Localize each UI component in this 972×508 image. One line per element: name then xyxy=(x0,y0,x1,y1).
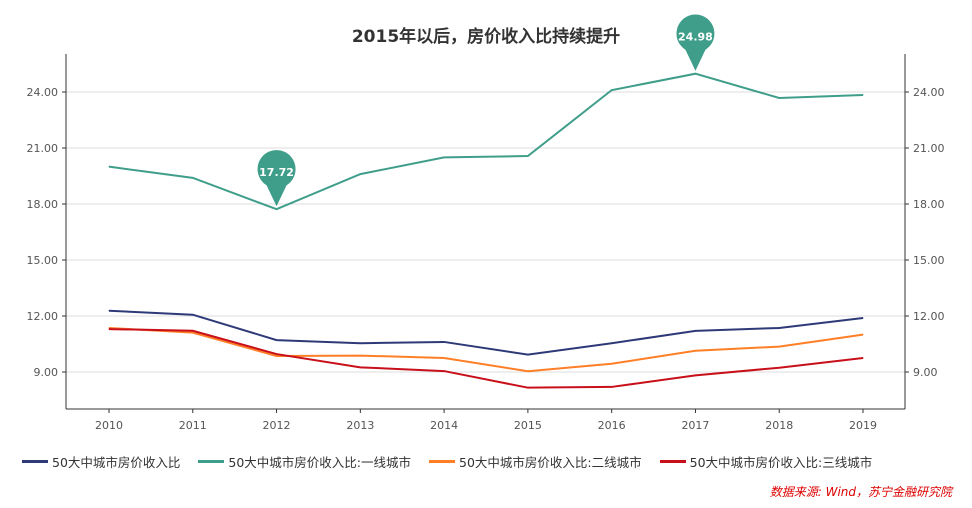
legend-label: 50大中城市房价收入比:二线城市 xyxy=(459,455,642,470)
data-point xyxy=(862,317,864,319)
x-tick-label: 2010 xyxy=(95,419,123,432)
chart-title: 2015年以后，房价收入比持续提升 xyxy=(351,27,621,47)
series-line-3 xyxy=(108,328,864,389)
data-point xyxy=(611,89,613,91)
data-point xyxy=(192,330,194,332)
source-note: 数据来源: Wind，苏宁金融研究院 xyxy=(769,485,952,499)
data-point xyxy=(359,342,361,344)
x-tick-label: 2012 xyxy=(263,419,291,432)
data-point xyxy=(359,355,361,357)
data-point xyxy=(611,386,613,388)
pin-marker xyxy=(257,150,296,207)
x-tick-label: 2016 xyxy=(598,419,626,432)
data-point xyxy=(359,366,361,368)
legend-item[interactable]: 50大中城市房价收入比:二线城市 xyxy=(429,452,642,471)
pin-label: 24.98 xyxy=(678,31,713,44)
legend-swatch xyxy=(22,460,48,463)
y-tick-label: 18.00 xyxy=(27,198,59,211)
data-point xyxy=(527,155,529,157)
data-point xyxy=(276,208,278,210)
data-point xyxy=(778,346,780,348)
data-point xyxy=(443,370,445,372)
data-point xyxy=(108,328,110,330)
series-line-0 xyxy=(108,309,864,356)
data-point xyxy=(862,94,864,96)
y-tick-label: 12.00 xyxy=(27,310,59,323)
y-tick-label: 9.00 xyxy=(34,366,59,379)
series-line-2 xyxy=(108,326,864,373)
data-point xyxy=(527,354,529,356)
pin-label: 17.72 xyxy=(259,166,294,179)
data-point xyxy=(443,357,445,359)
data-point xyxy=(527,387,529,389)
series-line-1 xyxy=(108,72,864,211)
x-tick-label: 2018 xyxy=(765,419,793,432)
data-point xyxy=(862,334,864,336)
data-point xyxy=(276,353,278,355)
y-tick-label-right: 24.00 xyxy=(913,86,945,99)
legend-swatch xyxy=(429,460,456,463)
y-tick-label-right: 12.00 xyxy=(913,310,945,323)
y-tick-label: 21.00 xyxy=(27,142,59,155)
data-point xyxy=(694,330,696,332)
legend-label: 50大中城市房价收入比:一线城市 xyxy=(228,455,412,470)
annotation-pin: 17.72 xyxy=(257,150,296,207)
legend-item[interactable]: 50大中城市房价收入比 xyxy=(22,452,180,471)
data-point xyxy=(108,310,110,312)
data-point xyxy=(778,367,780,369)
x-tick-label: 2019 xyxy=(849,419,877,432)
legend-label: 50大中城市房价收入比 xyxy=(52,455,181,470)
legend-item[interactable]: 50大中城市房价收入比:三线城市 xyxy=(659,452,873,471)
pin-marker xyxy=(676,14,715,71)
y-tick-label: 15.00 xyxy=(27,254,59,267)
y-tick-label-right: 18.00 xyxy=(913,198,945,211)
data-point xyxy=(192,332,194,334)
legend-swatch xyxy=(659,460,686,463)
data-point xyxy=(694,350,696,352)
data-point xyxy=(443,341,445,343)
data-point xyxy=(694,374,696,376)
data-point xyxy=(276,339,278,341)
data-point xyxy=(611,342,613,344)
legend-label: 50大中城市房价收入比:三线城市 xyxy=(689,455,873,470)
x-tick-label: 2017 xyxy=(681,419,709,432)
data-point xyxy=(778,327,780,329)
data-point xyxy=(443,156,445,158)
data-point xyxy=(108,166,110,168)
y-tick-label-right: 9.00 xyxy=(913,366,938,379)
y-tick-label-right: 15.00 xyxy=(913,254,945,267)
x-tick-label: 2015 xyxy=(514,419,542,432)
annotation-pin: 24.98 xyxy=(676,14,715,71)
data-point xyxy=(192,314,194,316)
legend: 50大中城市房价收入比 50大中城市房价收入比:一线城市 50大中城市房价收入比:二… xyxy=(22,452,872,471)
y-tick-label-right: 21.00 xyxy=(913,142,945,155)
data-point xyxy=(527,370,529,372)
x-tick-label: 2013 xyxy=(346,419,374,432)
data-point xyxy=(359,173,361,175)
x-tick-label: 2011 xyxy=(179,419,207,432)
data-point xyxy=(192,177,194,179)
data-point xyxy=(694,73,696,75)
y-tick-label: 24.00 xyxy=(27,86,59,99)
data-point xyxy=(611,363,613,365)
legend-swatch xyxy=(198,460,225,463)
x-tick-label: 2014 xyxy=(430,419,458,432)
data-point xyxy=(276,355,278,357)
data-point xyxy=(862,357,864,359)
data-point xyxy=(778,97,780,99)
legend-item[interactable]: 50大中城市房价收入比:一线城市 xyxy=(198,452,411,471)
